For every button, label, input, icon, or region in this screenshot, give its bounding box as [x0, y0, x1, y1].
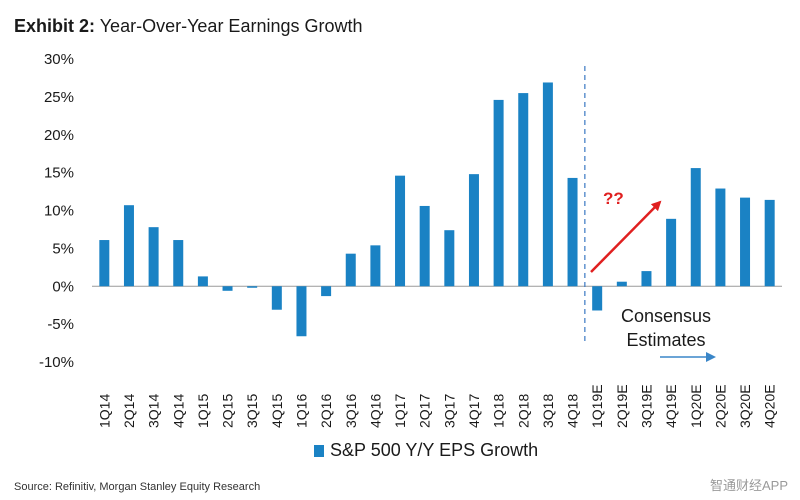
y-tick-label: 20% — [44, 127, 74, 144]
y-tick-label: -5% — [47, 316, 74, 333]
estimates-label: Estimates — [626, 330, 705, 350]
y-tick-label: 5% — [52, 240, 74, 257]
y-tick-label: 10% — [44, 203, 74, 220]
bar-4Q15 — [271, 286, 282, 310]
bar-1Q18 — [493, 99, 504, 287]
x-tick-label: 3Q18 — [540, 394, 556, 428]
bar-2Q17 — [419, 205, 430, 287]
x-tick-label: 2Q16 — [318, 394, 334, 428]
x-tick-label: 4Q20E — [762, 384, 778, 428]
bar-3Q14 — [148, 227, 159, 287]
x-tick-label: 2Q14 — [121, 394, 137, 428]
bar-3Q18 — [542, 82, 553, 287]
bar-4Q18 — [567, 177, 578, 287]
bar-1Q15 — [197, 276, 208, 287]
watermark: 智通财经APP — [709, 478, 788, 493]
bar-1Q19E — [592, 286, 603, 311]
x-tick-label: 3Q20E — [737, 384, 753, 428]
bar-3Q20E — [740, 197, 751, 287]
bar-4Q17 — [468, 174, 479, 287]
y-tick-label: 15% — [44, 165, 74, 182]
bar-4Q14 — [173, 240, 184, 287]
legend: S&P 500 Y/Y EPS Growth — [314, 440, 538, 461]
x-tick-label: 1Q14 — [96, 394, 112, 428]
bar-1Q14 — [99, 240, 110, 287]
bar-1Q17 — [395, 175, 406, 287]
x-tick-label: 1Q18 — [491, 394, 507, 428]
bar-2Q18 — [518, 93, 529, 287]
x-tick-label: 1Q16 — [293, 394, 309, 428]
x-tick-label: 1Q19E — [589, 384, 605, 428]
x-tick-label: 1Q17 — [392, 394, 408, 428]
bar-4Q19E — [666, 218, 677, 287]
bar-3Q15 — [247, 286, 258, 288]
exhibit-title: Year-Over-Year Earnings Growth — [99, 16, 363, 36]
trend-arrow — [590, 200, 662, 273]
x-tick-label: 2Q17 — [417, 394, 433, 428]
y-tick-label: 0% — [52, 278, 74, 295]
x-tick-label: 3Q15 — [244, 394, 260, 428]
x-tick-label: 1Q20E — [688, 384, 704, 428]
source-note: Source: Refinitiv, Morgan Stanley Equity… — [14, 481, 261, 493]
x-tick-label: 2Q20E — [712, 384, 728, 428]
bar-2Q19E — [616, 281, 627, 287]
bar-2Q15 — [222, 286, 233, 291]
x-tick-label: 4Q18 — [565, 394, 581, 428]
bar-2Q16 — [321, 286, 332, 297]
x-tick-label: 4Q19E — [663, 384, 679, 428]
bar-1Q16 — [296, 286, 307, 337]
x-tick-label: 2Q18 — [515, 394, 531, 428]
x-tick-label: 2Q15 — [220, 394, 236, 428]
x-tick-label: 4Q16 — [367, 394, 383, 428]
bar-3Q17 — [444, 230, 455, 287]
x-tick-label: 4Q14 — [170, 394, 186, 428]
exhibit-number: Exhibit 2: — [14, 16, 96, 36]
x-tick-label: 4Q15 — [269, 394, 285, 428]
x-tick-label: 3Q17 — [441, 394, 457, 428]
bar-3Q16 — [345, 253, 356, 287]
consensus-label: Consensus — [621, 306, 711, 326]
question-marks: ?? — [603, 189, 624, 208]
x-tick-label: 4Q17 — [466, 394, 482, 428]
y-tick-label: 30% — [44, 51, 74, 68]
legend-label: S&P 500 Y/Y EPS Growth — [330, 440, 539, 460]
bar-2Q20E — [715, 188, 726, 287]
x-tick-label: 2Q19E — [614, 384, 630, 428]
x-tick-label: 3Q19E — [638, 384, 654, 428]
y-tick-label: 25% — [44, 89, 74, 106]
bar-4Q16 — [370, 245, 381, 287]
legend-swatch — [314, 444, 324, 457]
y-tick-label: -10% — [39, 354, 74, 371]
bar-1Q20E — [690, 168, 701, 287]
x-tick-label: 1Q15 — [195, 394, 211, 428]
bar-2Q14 — [123, 205, 134, 287]
bar-4Q20E — [764, 199, 775, 287]
chart-title: Exhibit 2: Year-Over-Year Earnings Growt… — [14, 16, 363, 37]
x-tick-label: 3Q14 — [146, 394, 162, 428]
x-tick-label: 3Q16 — [343, 394, 359, 428]
bar-3Q19E — [641, 271, 652, 287]
